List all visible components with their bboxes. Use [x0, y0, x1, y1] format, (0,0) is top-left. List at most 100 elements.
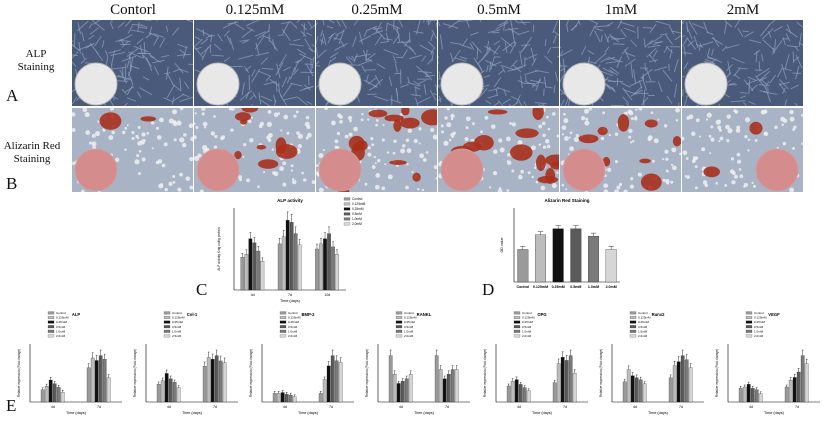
legend-swatch	[395, 329, 403, 333]
x-tick-label: Control	[516, 285, 529, 289]
y-axis-label: ALP activity King unit/g protein	[217, 227, 221, 270]
bar	[281, 236, 286, 291]
legend-label: 0.125mM	[352, 202, 366, 206]
y-axis-label: OD value	[500, 238, 504, 253]
legend-swatch	[163, 329, 171, 333]
legend-label: 0.25mM	[172, 320, 183, 324]
legend-swatch	[745, 329, 753, 333]
bar	[438, 369, 443, 403]
culture-dish	[74, 148, 118, 192]
gene-chart-runx2: Runx2 Relative expression (Fold change) Ti…	[599, 311, 704, 415]
legend-swatch	[395, 320, 403, 324]
bar	[750, 388, 755, 403]
legend-label: 1.0mM	[754, 329, 764, 333]
col-label-1: 0.125mM	[225, 2, 285, 18]
col-label-4: 1mM	[604, 2, 638, 18]
chart-alizarin-od: Alizarin Red Staining OD value Control 0.12…	[500, 198, 620, 289]
legend-swatch	[343, 207, 351, 211]
bar	[160, 380, 165, 403]
bar	[630, 375, 635, 403]
bar	[668, 377, 673, 403]
bar	[334, 360, 339, 403]
bar	[292, 396, 297, 403]
col-label-3: 0.5mM	[477, 2, 521, 18]
legend-label: Control	[638, 311, 648, 315]
x-tick-label: 4d	[167, 405, 171, 409]
bar	[168, 378, 173, 403]
legend-swatch	[745, 320, 753, 324]
bar	[446, 374, 451, 403]
bar	[277, 243, 282, 291]
legend-swatch	[343, 222, 351, 226]
bar	[754, 389, 759, 403]
chart-title: BMP-2	[301, 312, 315, 317]
chart-title: OPG	[537, 312, 546, 317]
alp-tile-2	[316, 20, 437, 106]
legend-label: 0.125mM	[56, 316, 69, 320]
bar	[210, 359, 215, 403]
legend-swatch	[163, 316, 171, 319]
x-tick-label: 4d	[517, 405, 521, 409]
legend-swatch	[47, 325, 55, 329]
chart-title: ALP	[72, 312, 81, 317]
legend-label: 0.125mM	[522, 316, 535, 320]
bar	[552, 228, 564, 283]
legend-label: 2.0mM	[352, 222, 362, 226]
legend-swatch	[343, 217, 351, 221]
legend-label: 0.25mM	[352, 207, 364, 211]
legend-swatch	[47, 334, 55, 338]
bar	[800, 355, 805, 403]
culture-dish	[196, 148, 240, 192]
legend-swatch	[163, 325, 171, 329]
legend-label: 1.0mM	[352, 217, 362, 221]
bar	[252, 242, 257, 291]
bar	[784, 386, 789, 403]
legend-label: 2.0mM	[522, 334, 532, 338]
bar	[202, 366, 207, 403]
bar	[404, 378, 409, 403]
bar	[319, 243, 323, 291]
micrograph-image	[682, 108, 803, 192]
culture-dish	[755, 148, 799, 192]
bar	[400, 380, 405, 403]
x-tick-label: 7d	[213, 405, 217, 409]
bar	[272, 393, 277, 403]
y-axis-label: Relative expression (Fold change)	[17, 349, 21, 397]
chart-alp-activity: ALP activity ALP activity King unit/g pro…	[217, 197, 366, 303]
alizarin-tile-0	[72, 108, 193, 192]
bar	[222, 362, 227, 403]
bar	[684, 359, 689, 403]
legend-label: 1.0mM	[404, 329, 414, 333]
x-axis-label: Time (days)	[298, 411, 319, 415]
culture-dish	[562, 148, 606, 192]
x-tick-label: 1.0mM	[588, 285, 599, 289]
bar	[535, 234, 546, 283]
legend-swatch	[395, 325, 403, 329]
micrograph-image	[194, 108, 315, 192]
micrograph-image	[316, 108, 437, 192]
legend-swatch	[343, 197, 351, 201]
col-label-5: 2mM	[726, 2, 760, 18]
panel-letter-d: D	[482, 280, 495, 299]
legend-label: 0.125mM	[288, 316, 301, 320]
bar	[746, 384, 751, 403]
alp-tile-4	[560, 20, 681, 106]
chart-title: Runx2	[652, 312, 665, 317]
legend-swatch	[279, 320, 287, 324]
x-axis-label: Time (days)	[532, 411, 553, 415]
bar	[276, 393, 281, 403]
x-tick-label: 7d	[97, 405, 101, 409]
bar	[560, 357, 565, 403]
bar	[638, 379, 643, 403]
legend-label: Control	[56, 311, 66, 315]
bar	[172, 382, 177, 403]
bar	[94, 360, 99, 403]
bar	[86, 367, 91, 403]
gene-chart-rankl: RANKL Relative expression (Fold change) Ti…	[365, 311, 470, 415]
micrograph-image	[316, 20, 437, 106]
bar	[434, 355, 439, 403]
col-label-2: 0.25mM	[351, 2, 403, 18]
bar	[327, 233, 331, 291]
legend-label: 0.25mM	[404, 320, 415, 324]
bar	[90, 357, 95, 403]
